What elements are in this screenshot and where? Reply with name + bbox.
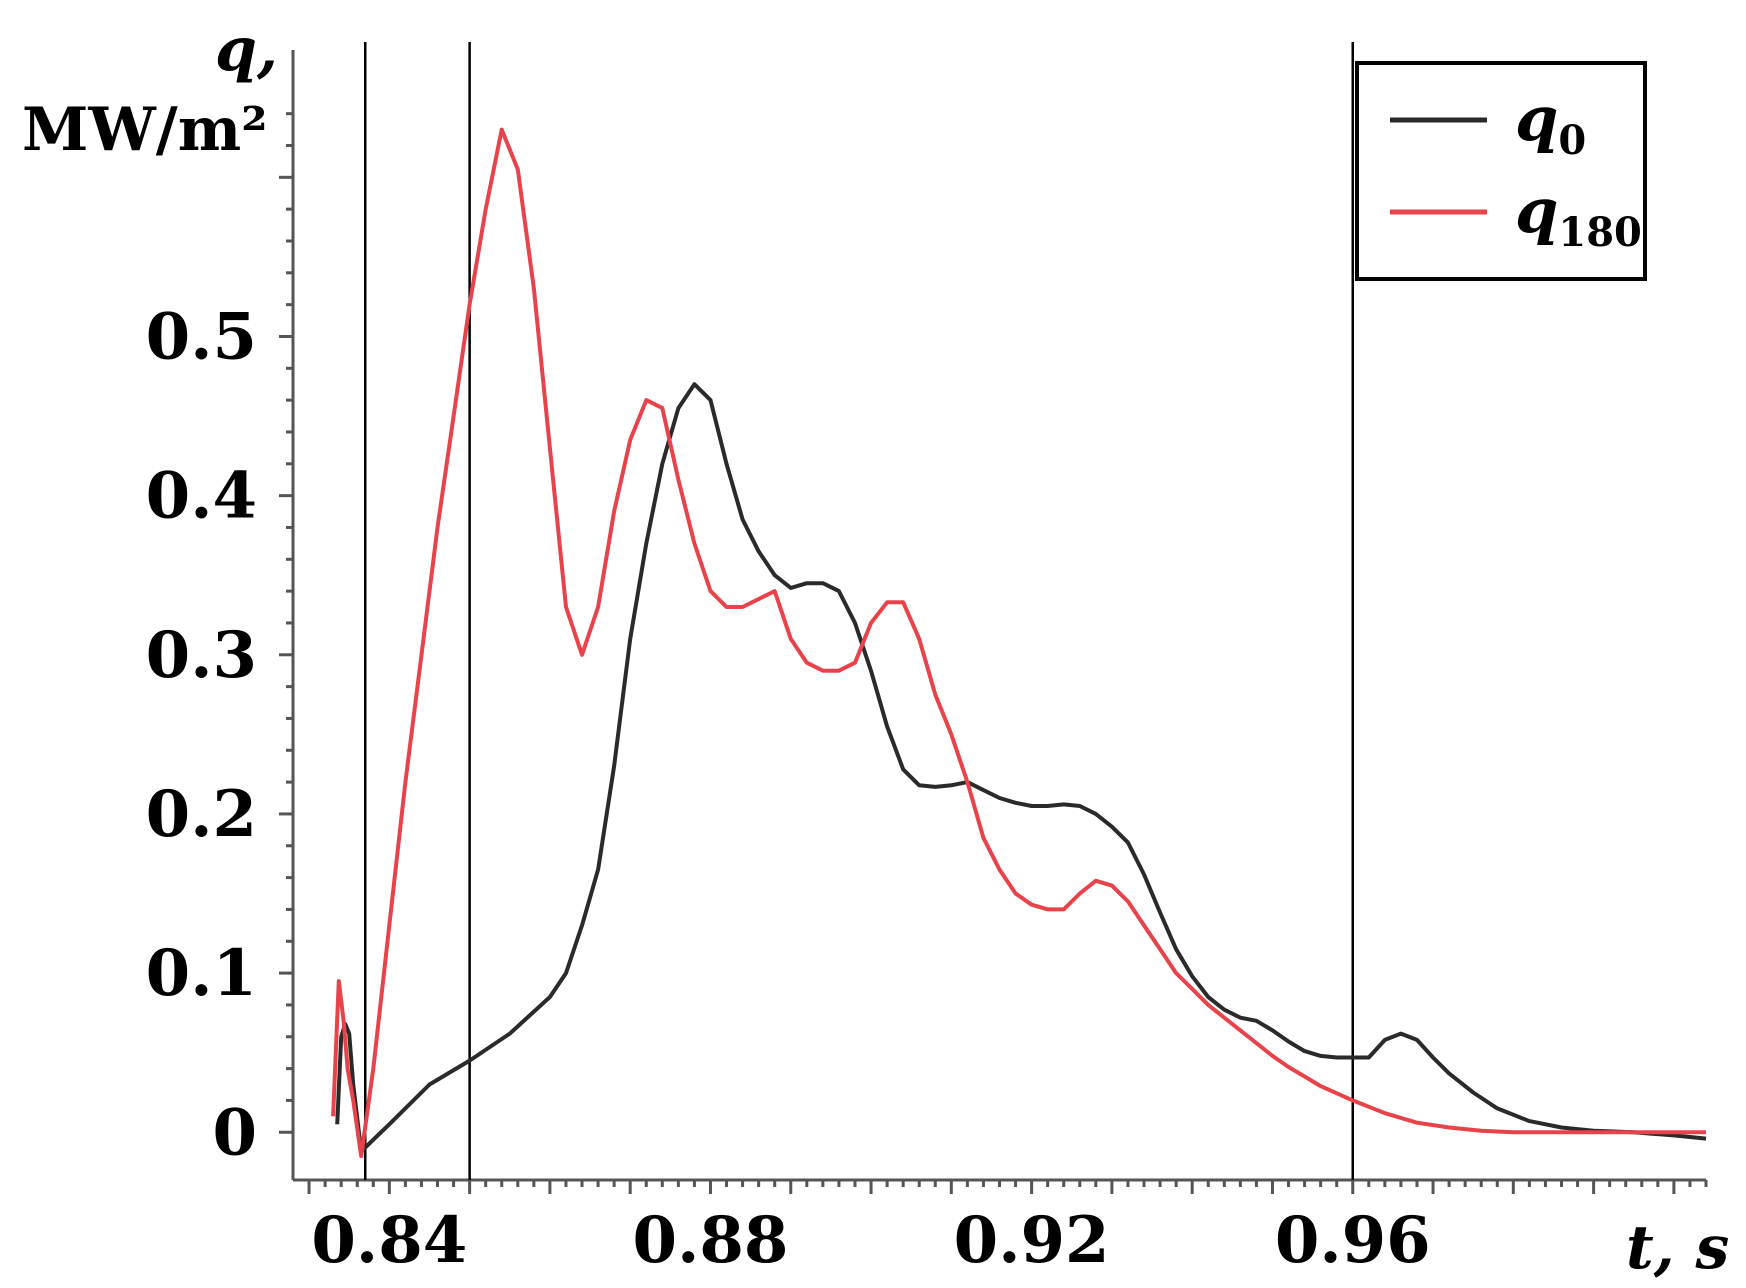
x-tick-label: 0.92 (954, 1203, 1110, 1278)
x-tick-label: 0.84 (311, 1203, 467, 1278)
x-tick-label: 0.88 (633, 1203, 789, 1278)
y-ticks: 0 0.1 0.2 0.3 0.4 0.5 (146, 112, 293, 1170)
legend-label-q180-name: q (1515, 174, 1558, 247)
x-tick-label: 0.96 (1275, 1203, 1431, 1278)
y-tick-label: 0.1 (146, 936, 257, 1011)
y-axis-label-line1: q, (215, 15, 278, 85)
y-tick-label: 0.2 (146, 777, 257, 852)
vertical-marker-lines (364, 42, 1354, 1180)
legend-label-q180: q180 (1515, 174, 1642, 256)
series-line-q0 (335, 382, 1707, 1154)
series-layer (331, 127, 1707, 1159)
legend-label-q0-name: q (1515, 82, 1558, 155)
y-tick-label: 0 (212, 1095, 257, 1170)
legend: q0 q180 (1355, 61, 1647, 281)
legend-label-q180-sub: 180 (1558, 209, 1642, 256)
legend-label-q0-sub: 0 (1558, 117, 1586, 164)
y-tick-label: 0.4 (146, 459, 257, 534)
y-axis-label-line2: MW/m² (22, 95, 267, 165)
y-tick-label: 0.5 (146, 299, 257, 374)
axes: 0 0.1 0.2 0.3 0.4 0.5 0.84 0.88 0.92 0.96 (146, 50, 1708, 1278)
series-line-q180 (331, 127, 1706, 1159)
x-ticks: 0.84 0.88 0.92 0.96 (307, 1180, 1708, 1278)
x-axis-label: t, s (1626, 1213, 1729, 1283)
legend-label-q0: q0 (1515, 82, 1586, 164)
legend-box (1355, 61, 1647, 281)
y-tick-label: 0.3 (146, 618, 257, 693)
